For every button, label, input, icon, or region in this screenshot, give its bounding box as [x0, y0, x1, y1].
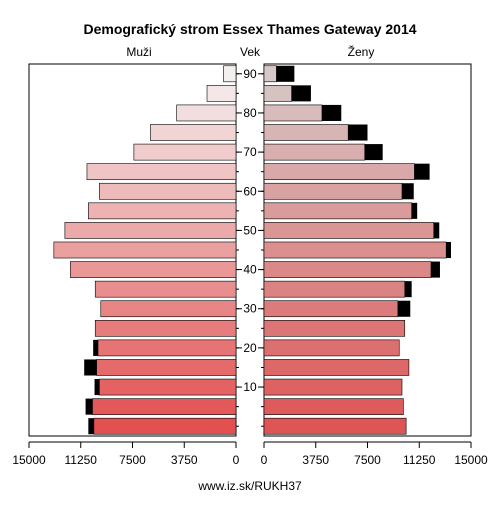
age-tick-label: 20: [243, 341, 257, 355]
bar-male-75-79: [150, 124, 237, 141]
x-tick-label-left: 0: [233, 453, 240, 467]
bar-female-excess-35-39: [404, 281, 412, 298]
bar-male-20-24: [97, 339, 237, 357]
bar-female-55-59: [263, 202, 412, 220]
chart-title: Demografický strom Essex Thames Gateway …: [83, 21, 416, 37]
bar-male-0-4: [93, 417, 237, 435]
bar-female-excess-90+: [276, 65, 295, 82]
bar-female-25-29: [263, 319, 406, 337]
bar-female-excess-50-54: [433, 222, 440, 239]
bar-male-30-34: [100, 300, 237, 318]
age-tick-label: 30: [243, 302, 257, 316]
bar-male-5-9: [92, 398, 237, 415]
right-panel-label: Ženy: [348, 44, 375, 59]
x-tick-label-left: 3750: [171, 453, 198, 467]
bar-male-excess-15-19: [84, 359, 97, 376]
x-tick-label-left: 11250: [65, 453, 98, 467]
bar-male-70-74: [133, 143, 237, 161]
bar-female-80-84: [263, 104, 323, 122]
bar-female-30-34: [263, 300, 399, 318]
x-tick-label-right: 0: [261, 453, 268, 467]
bar-male-85-89: [206, 85, 237, 102]
bar-female-excess-65-69: [414, 163, 430, 180]
bar-male-60-64: [99, 182, 237, 200]
x-tick-label-right: 7500: [354, 453, 381, 467]
bar-female-40-44: [263, 261, 432, 278]
bar-male-90+: [223, 65, 237, 83]
age-tick-label: 10: [243, 380, 257, 394]
bar-female-35-39: [263, 280, 406, 298]
bar-male-50-54: [64, 222, 237, 239]
bar-female-excess-70-74: [364, 144, 383, 161]
footer-url: www.iz.sk/RUKH37: [197, 479, 302, 493]
bar-male-40-44: [70, 261, 237, 278]
bar-female-50-54: [263, 222, 435, 239]
bar-female-10-14: [263, 378, 403, 396]
age-tick-label: 80: [243, 106, 257, 120]
bar-male-55-59: [88, 202, 237, 220]
bar-female-0-4: [263, 417, 407, 435]
left-panel-label: Muži: [126, 45, 151, 59]
bar-female-45-49: [263, 241, 447, 259]
center-axis-label: Vek: [240, 45, 261, 59]
bar-male-excess-10-14: [94, 379, 100, 396]
bar-female-90+: [263, 65, 277, 83]
bar-male-25-29: [94, 319, 237, 337]
bar-female-excess-45-49: [446, 241, 451, 259]
plot-area: 10 20 30 40 50 60 70 80 90 15000 11250 7500 3750 0 0 37…: [12, 63, 488, 467]
bar-female-excess-60-64: [402, 183, 414, 200]
bar-female-excess-40-44: [430, 261, 440, 278]
bar-male-excess-0-4: [88, 418, 94, 435]
bar-male-15-19: [96, 359, 237, 376]
x-tick-label-right: 15000: [454, 453, 488, 467]
bar-female-60-64: [263, 182, 403, 200]
bar-female-excess-85-89: [291, 85, 311, 102]
bar-male-35-39: [94, 280, 237, 298]
x-tick-label-right: 3750: [302, 453, 329, 467]
age-tick-label: 90: [243, 67, 257, 81]
bar-female-excess-75-79: [348, 124, 368, 141]
bar-male-10-14: [99, 378, 237, 396]
bar-male-45-49: [53, 241, 237, 259]
x-tick-label-right: 11250: [403, 453, 436, 467]
bar-female-70-74: [263, 143, 366, 161]
bar-male-65-69: [86, 163, 237, 181]
age-tick-label: 70: [243, 145, 257, 159]
bar-female-5-9: [263, 398, 404, 415]
bar-male-80-84: [176, 104, 237, 122]
age-tick-label: 60: [243, 184, 257, 198]
bar-female-15-19: [263, 359, 410, 376]
bar-female-excess-55-59: [411, 202, 418, 219]
bar-female-20-24: [263, 339, 400, 357]
bar-male-excess-5-9: [85, 398, 93, 415]
bar-female-85-89: [263, 85, 292, 102]
age-tick-label: 50: [243, 223, 257, 237]
x-tick-label-left: 15000: [12, 453, 46, 467]
age-tick-label: 40: [243, 263, 257, 277]
bar-female-excess-80-84: [321, 104, 342, 121]
bar-male-excess-20-24: [93, 339, 98, 356]
bar-female-excess-30-34: [397, 300, 411, 317]
x-tick-label-left: 7500: [119, 453, 146, 467]
bar-female-65-69: [263, 163, 415, 181]
bar-female-75-79: [263, 124, 349, 141]
